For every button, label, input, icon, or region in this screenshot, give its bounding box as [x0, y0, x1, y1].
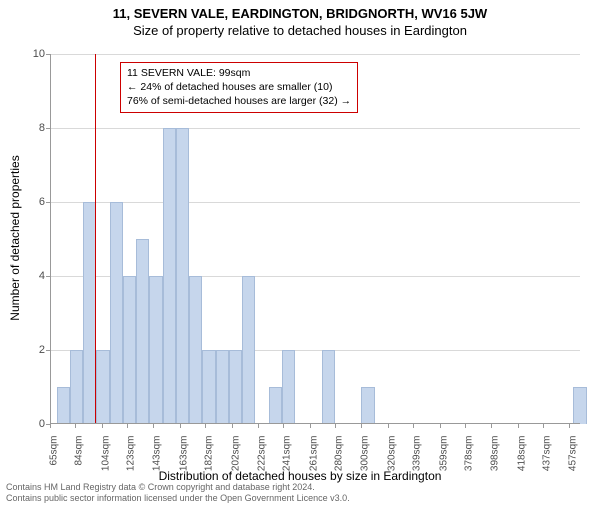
xtick-label: 398sqm	[490, 436, 501, 472]
xtick-mark	[283, 424, 284, 428]
histogram-bar	[149, 276, 162, 424]
xtick-label: 437sqm	[541, 436, 552, 472]
chart-title-main: 11, SEVERN VALE, EARDINGTON, BRIDGNORTH,…	[0, 6, 600, 21]
histogram-bar	[202, 350, 215, 424]
ytick-label: 8	[39, 122, 45, 134]
ytick-mark	[46, 54, 50, 55]
histogram-bar	[322, 350, 335, 424]
xtick-mark	[413, 424, 414, 428]
xtick-mark	[310, 424, 311, 428]
histogram-bar	[361, 387, 374, 424]
xtick-mark	[388, 424, 389, 428]
plot-area: 0246810 65sqm84sqm104sqm123sqm143sqm163s…	[50, 54, 580, 424]
annotation-box: 11 SEVERN VALE: 99sqm ← 24% of detached …	[120, 62, 358, 113]
ytick-mark	[46, 276, 50, 277]
annotation-line-1: 11 SEVERN VALE: 99sqm	[127, 66, 351, 80]
xtick-label: 65sqm	[49, 436, 60, 466]
xtick-mark	[102, 424, 103, 428]
xtick-mark	[50, 424, 51, 428]
histogram-bar	[110, 202, 123, 424]
histogram-bar	[573, 387, 586, 424]
histogram-bar	[57, 387, 70, 424]
xtick-label: 84sqm	[74, 436, 85, 466]
ytick-label: 0	[39, 418, 45, 430]
ytick-label: 2	[39, 344, 45, 356]
footer-line-2: Contains public sector information licen…	[6, 493, 350, 504]
xtick-label: 339sqm	[412, 436, 423, 472]
xtick-mark	[543, 424, 544, 428]
ytick-label: 6	[39, 196, 45, 208]
xtick-mark	[335, 424, 336, 428]
xtick-label: 359sqm	[438, 436, 449, 472]
xtick-mark	[440, 424, 441, 428]
y-axis-label: Number of detached properties	[8, 138, 22, 338]
xtick-label: 163sqm	[178, 436, 189, 472]
histogram-bar	[136, 239, 149, 424]
xtick-label: 222sqm	[257, 436, 268, 472]
xtick-label: 320sqm	[386, 436, 397, 472]
xtick-label: 241sqm	[282, 436, 293, 472]
xtick-mark	[258, 424, 259, 428]
histogram-bar	[229, 350, 242, 424]
histogram-bar	[176, 128, 189, 424]
chart-area: 0246810 65sqm84sqm104sqm123sqm143sqm163s…	[50, 54, 580, 424]
xtick-mark	[491, 424, 492, 428]
chart-title-sub: Size of property relative to detached ho…	[0, 23, 600, 38]
xtick-mark	[465, 424, 466, 428]
x-axis-label: Distribution of detached houses by size …	[0, 469, 600, 483]
footer-attribution: Contains HM Land Registry data © Crown c…	[6, 482, 350, 504]
histogram-bar	[269, 387, 282, 424]
xtick-mark	[361, 424, 362, 428]
xtick-mark	[153, 424, 154, 428]
histogram-bar	[189, 276, 202, 424]
xtick-mark	[127, 424, 128, 428]
xtick-label: 202sqm	[230, 436, 241, 472]
xtick-mark	[75, 424, 76, 428]
xtick-mark	[518, 424, 519, 428]
xtick-label: 143sqm	[152, 436, 163, 472]
xtick-label: 182sqm	[204, 436, 215, 472]
annotation-line-3: 76% of semi-detached houses are larger (…	[127, 94, 351, 108]
footer-line-1: Contains HM Land Registry data © Crown c…	[6, 482, 350, 493]
x-axis-line	[50, 423, 580, 424]
y-axis-line	[50, 54, 51, 424]
xtick-label: 280sqm	[333, 436, 344, 472]
ytick-mark	[46, 350, 50, 351]
xtick-mark	[180, 424, 181, 428]
histogram-bar	[123, 276, 136, 424]
reference-vertical-line	[95, 54, 96, 424]
histogram-bar	[70, 350, 83, 424]
xtick-label: 418sqm	[516, 436, 527, 472]
xtick-label: 261sqm	[308, 436, 319, 472]
histogram-bar	[163, 128, 176, 424]
xtick-label: 378sqm	[463, 436, 474, 472]
xtick-mark	[205, 424, 206, 428]
ytick-label: 10	[33, 48, 45, 60]
histogram-bar	[96, 350, 109, 424]
histogram-bar	[242, 276, 255, 424]
xtick-label: 457sqm	[568, 436, 579, 472]
ytick-label: 4	[39, 270, 45, 282]
annotation-line-2: ← 24% of detached houses are smaller (10…	[127, 80, 351, 94]
ytick-mark	[46, 202, 50, 203]
xtick-label: 123sqm	[125, 436, 136, 472]
histogram-bar	[282, 350, 295, 424]
xtick-mark	[232, 424, 233, 428]
histogram-bar	[216, 350, 229, 424]
xtick-label: 300sqm	[360, 436, 371, 472]
xtick-label: 104sqm	[100, 436, 111, 472]
ytick-mark	[46, 128, 50, 129]
xtick-mark	[569, 424, 570, 428]
